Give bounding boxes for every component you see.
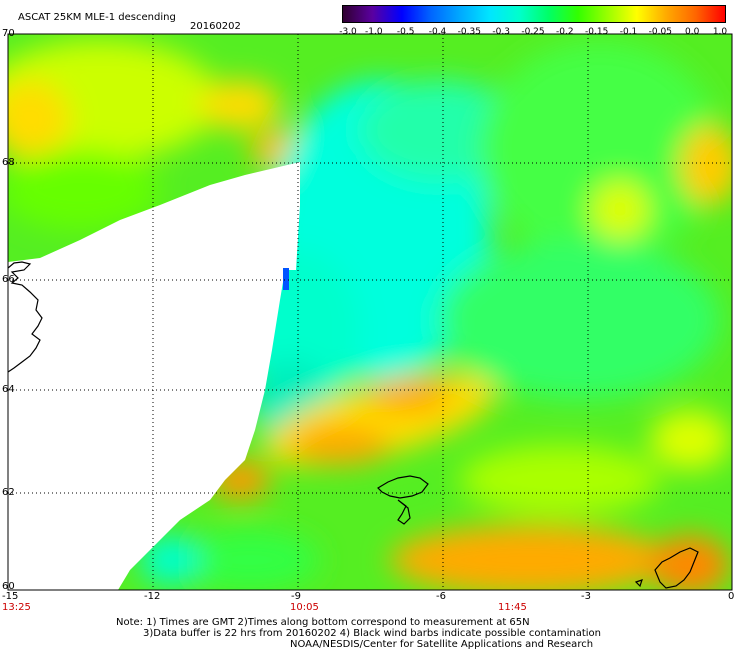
lat-label-64: 64 xyxy=(2,384,15,395)
iceland-coast xyxy=(7,261,43,373)
colorbar-tick-label: -1.0 xyxy=(365,27,383,37)
lat-label-70: 70 xyxy=(2,28,15,39)
shetland-islands xyxy=(634,547,699,589)
lon-label-0: 0 xyxy=(728,591,735,602)
colorbar-tick-label: 0.0 xyxy=(684,27,700,37)
colorbar-tick-label: -0.25 xyxy=(521,27,545,37)
faroe-islands xyxy=(377,475,429,525)
lon-label-neg9: -9 xyxy=(291,591,301,602)
wind-field xyxy=(8,34,732,590)
colorbar-tick-label: -0.15 xyxy=(585,27,609,37)
colorbar-tick-label: -0.35 xyxy=(457,27,481,37)
lat-lon-grid xyxy=(8,34,732,590)
note-line-2: 3)Data buffer is 22 hrs from 20160202 4)… xyxy=(143,628,601,639)
lon-label-neg12: -12 xyxy=(144,591,161,602)
colorbar-tick-label: 1.0 xyxy=(712,27,728,37)
map-title: ASCAT 25KM MLE-1 descending xyxy=(18,12,176,23)
time-label-1005: 10:05 xyxy=(290,602,319,613)
coastlines xyxy=(7,261,699,589)
colorbar-tick-label: -3.0 xyxy=(339,27,357,37)
colorbar-tick-label: -0.3 xyxy=(492,27,510,37)
note-line-3: NOAA/NESDIS/Center for Satellite Applica… xyxy=(290,639,594,650)
lon-label-neg6: -6 xyxy=(436,591,446,602)
colorbar-tick-label: -0.1 xyxy=(619,27,638,37)
time-label-1325: 13:25 xyxy=(2,602,31,613)
lat-label-60: 60 xyxy=(2,581,15,592)
lat-label-66: 66 xyxy=(2,274,15,285)
colorbar-tick-label: -0.4 xyxy=(428,27,447,37)
colorbar xyxy=(342,5,726,23)
time-label-1145: 11:45 xyxy=(498,602,527,613)
lon-label-neg3: -3 xyxy=(581,591,591,602)
colorbar-tick-label: -0.05 xyxy=(648,27,672,37)
lon-label-neg15: -15 xyxy=(2,591,19,602)
map-date: 20160202 xyxy=(190,21,241,32)
colorbar-gradient xyxy=(343,6,725,22)
map-frame xyxy=(7,33,733,591)
no-data-region xyxy=(8,162,300,590)
colorbar-tick-label: -0.2 xyxy=(556,27,574,37)
colorbar-tick-label: -0.5 xyxy=(396,27,415,37)
lat-label-62: 62 xyxy=(2,487,15,498)
note-line-1: Note: 1) Times are GMT 2)Times along bot… xyxy=(116,617,530,628)
lat-label-68: 68 xyxy=(2,157,15,168)
